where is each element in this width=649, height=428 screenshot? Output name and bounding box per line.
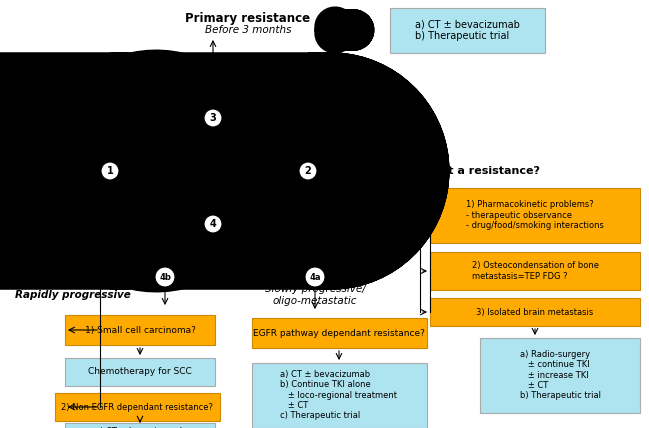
Circle shape: [101, 162, 119, 180]
FancyBboxPatch shape: [65, 423, 215, 428]
FancyBboxPatch shape: [480, 338, 640, 413]
FancyBboxPatch shape: [430, 298, 640, 326]
Text: Before 3 months: Before 3 months: [204, 25, 291, 35]
Text: 3) Isolated brain metastasis: 3) Isolated brain metastasis: [476, 307, 594, 316]
Text: 2) Osteocondensation of bone
metastasis=TEP FDG ?: 2) Osteocondensation of bone metastasis=…: [472, 262, 598, 281]
Text: Primary resistance: Primary resistance: [186, 12, 311, 24]
FancyBboxPatch shape: [430, 188, 640, 243]
FancyBboxPatch shape: [55, 393, 220, 421]
FancyBboxPatch shape: [5, 148, 88, 203]
Text: a) CT ± bevacizumab
b) Continue TKI alone
   ± loco-regional treatment
   ± CT
c: a) CT ± bevacizumab b) Continue TKI alon…: [280, 370, 397, 420]
Text: After 3 months: After 3 months: [209, 245, 287, 255]
Circle shape: [204, 109, 222, 127]
Text: a) CT ± bevacizumab
b) Therapeutic trial: a) CT ± bevacizumab b) Therapeutic trial: [415, 19, 519, 41]
FancyBboxPatch shape: [430, 252, 640, 290]
FancyBboxPatch shape: [252, 363, 427, 428]
Text: 2: 2: [304, 166, 312, 176]
Text: Progression
under TKI: Progression under TKI: [11, 164, 81, 186]
Text: Rapidly progressive: Rapidly progressive: [15, 290, 130, 300]
FancyBboxPatch shape: [390, 8, 545, 53]
FancyBboxPatch shape: [252, 318, 427, 348]
Text: 3: 3: [210, 113, 216, 123]
Text: Brain MRI + thoracic CT-scan
FDG PET?
Re-biopsy?: Brain MRI + thoracic CT-scan FDG PET? Re…: [142, 155, 284, 187]
Text: EGFR pathway dependant resistance?: EGFR pathway dependant resistance?: [253, 329, 425, 338]
Text: a) Radio-surgery
   ± continue TKI
   ± increase TKI
   ± CT
b) Therapeutic tria: a) Radio-surgery ± continue TKI ± increa…: [519, 350, 600, 400]
Text: 4a: 4a: [310, 273, 321, 282]
FancyBboxPatch shape: [65, 315, 215, 345]
Text: 2) Non EGFR dependant resistance?: 2) Non EGFR dependant resistance?: [61, 402, 213, 411]
Text: Is it a resistance?: Is it a resistance?: [430, 166, 540, 176]
FancyBboxPatch shape: [133, 140, 293, 202]
Text: 1) Pharmacokinetic problems?
- therapeutic observance
- drug/food/smoking intera: 1) Pharmacokinetic problems? - therapeut…: [466, 200, 604, 230]
Text: Secondary resistance: Secondary resistance: [177, 232, 319, 244]
Text: Chemotherapy for SCC: Chemotherapy for SCC: [88, 368, 192, 377]
Text: Slowly progressive/
oligo-metastatic: Slowly progressive/ oligo-metastatic: [265, 284, 365, 306]
Text: 4b: 4b: [159, 273, 171, 282]
Circle shape: [155, 267, 175, 287]
Circle shape: [204, 215, 222, 233]
FancyBboxPatch shape: [65, 358, 215, 386]
Text: 1: 1: [106, 166, 114, 176]
Circle shape: [305, 267, 325, 287]
Circle shape: [299, 162, 317, 180]
Text: 4: 4: [210, 219, 216, 229]
Text: a) CT ± bevacizumab
b) Therapeutic trial: a) CT ± bevacizumab b) Therapeutic trial: [95, 427, 185, 428]
Text: 1) Small cell carcinoma?: 1) Small cell carcinoma?: [84, 326, 195, 335]
